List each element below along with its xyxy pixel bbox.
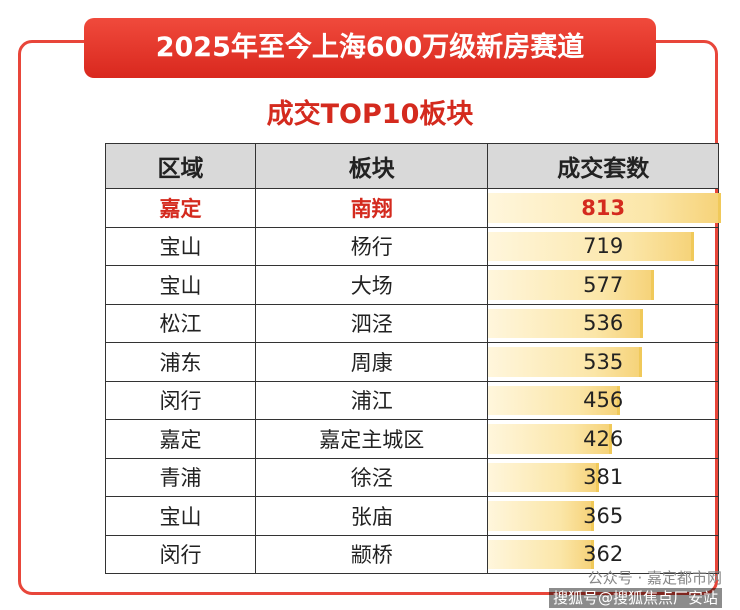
- count: 381: [583, 465, 624, 490]
- region: 闵行: [104, 380, 257, 420]
- region: 松江: [104, 303, 257, 343]
- count-cell: 577: [487, 265, 719, 305]
- row: 闵行 浦江 456: [104, 380, 719, 420]
- row: 闵行 颛桥 362: [104, 534, 719, 574]
- count-cell: 362: [487, 534, 719, 574]
- block: 大场: [255, 265, 489, 305]
- region: 闵行: [104, 534, 257, 574]
- region: 嘉定: [104, 188, 257, 228]
- count-cell: 426: [487, 419, 719, 459]
- bar: [488, 270, 655, 300]
- block: 杨行: [255, 226, 489, 266]
- count-cell: 536: [487, 303, 719, 343]
- row: 宝山 张庙 365: [104, 496, 719, 536]
- watermark-line: 搜狐号@搜狐焦点厂安站: [548, 588, 722, 608]
- count: 535: [583, 349, 624, 374]
- row: 宝山 杨行 719: [104, 226, 719, 266]
- count-cell: 535: [487, 342, 719, 382]
- bar: [488, 501, 595, 531]
- subtitle: 成交TOP10板块: [266, 99, 474, 130]
- row: 宝山 大场 577: [104, 265, 719, 305]
- count-cell: 365: [487, 496, 719, 536]
- count: 362: [583, 542, 624, 567]
- block: 嘉定主城区: [255, 419, 489, 459]
- region: 浦东: [104, 342, 257, 382]
- watermark-line: 公众号 · 嘉定都市网: [587, 569, 722, 587]
- count-cell: 813: [487, 188, 721, 228]
- count: 536: [583, 311, 624, 336]
- region: 青浦: [104, 457, 257, 497]
- bar: [488, 347, 643, 377]
- block: 南翔: [255, 188, 489, 228]
- bar: [488, 308, 643, 338]
- row: 嘉定 南翔 813: [104, 188, 721, 228]
- count: 719: [583, 234, 624, 259]
- count: 365: [583, 503, 624, 528]
- column-header: 区域: [104, 143, 257, 189]
- row: 浦东 周康 535: [104, 342, 719, 382]
- watermark: 公众号 · 嘉定都市网 搜狐号@搜狐焦点厂安站: [548, 568, 722, 608]
- block: 徐泾: [255, 457, 489, 497]
- block: 颛桥: [255, 534, 489, 574]
- row: 青浦 徐泾 381: [104, 457, 719, 497]
- block: 浦江: [255, 380, 489, 420]
- block: 周康: [255, 342, 489, 382]
- count: 426: [583, 426, 624, 451]
- count-cell: 381: [487, 457, 719, 497]
- bar: [488, 539, 594, 569]
- bar: [488, 385, 621, 415]
- count: 577: [583, 272, 624, 297]
- region: 宝山: [104, 226, 257, 266]
- region: 宝山: [104, 496, 257, 536]
- count-cell: 456: [487, 380, 719, 420]
- count: 813: [581, 195, 626, 220]
- table: 区域 板块 成交套数 嘉定 南翔 813 宝山 杨行 719 宝山 大场 577 松江 泗泾 536 浦东 周康…: [104, 143, 721, 574]
- row: 松江 泗泾 536: [104, 303, 719, 343]
- block: 泗泾: [255, 303, 489, 343]
- title: 2025年至今上海600万级新房赛道: [84, 18, 656, 78]
- row: 嘉定 嘉定主城区 426: [104, 419, 719, 459]
- region: 嘉定: [104, 419, 257, 459]
- bar: [488, 231, 695, 261]
- bar: [488, 462, 599, 492]
- column-header: 成交套数: [487, 143, 719, 189]
- count-cell: 719: [487, 226, 719, 266]
- column-header: 板块: [255, 143, 489, 189]
- block: 张庙: [255, 496, 489, 536]
- bar: [488, 193, 721, 223]
- bar: [488, 424, 612, 454]
- count: 456: [583, 388, 624, 413]
- region: 宝山: [104, 265, 257, 305]
